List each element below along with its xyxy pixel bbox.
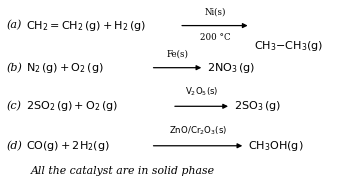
Text: $\mathrm{2SO_3\,(g)}$: $\mathrm{2SO_3\,(g)}$ bbox=[234, 99, 281, 113]
Text: 200 °C: 200 °C bbox=[199, 33, 230, 42]
Text: (a): (a) bbox=[7, 20, 22, 31]
Text: $\mathrm{ZnO/Cr_2O_3(s)}$: $\mathrm{ZnO/Cr_2O_3(s)}$ bbox=[169, 125, 227, 137]
Text: $\mathrm{CH_3OH(g)}$: $\mathrm{CH_3OH(g)}$ bbox=[248, 139, 303, 153]
Text: Ni(s): Ni(s) bbox=[204, 8, 226, 17]
Text: All the catalyst are in solid phase: All the catalyst are in solid phase bbox=[31, 166, 215, 176]
Text: (b): (b) bbox=[7, 63, 22, 73]
Text: $\mathrm{CH_2{=}CH_2\,(g)+H_2\,(g)}$: $\mathrm{CH_2{=}CH_2\,(g)+H_2\,(g)}$ bbox=[26, 19, 146, 33]
Text: (d): (d) bbox=[7, 141, 22, 151]
Text: $\mathrm{2NO_3\,(g)}$: $\mathrm{2NO_3\,(g)}$ bbox=[207, 61, 255, 75]
Text: $\mathrm{V_2O_5(s)}$: $\mathrm{V_2O_5(s)}$ bbox=[185, 85, 218, 98]
Text: $\mathrm{CO(g)+2H_2(g)}$: $\mathrm{CO(g)+2H_2(g)}$ bbox=[26, 139, 110, 153]
Text: $\mathrm{N_2\,(g)+O_2\,(g)}$: $\mathrm{N_2\,(g)+O_2\,(g)}$ bbox=[26, 61, 104, 75]
Text: Fe(s): Fe(s) bbox=[167, 50, 189, 59]
Text: (c): (c) bbox=[7, 101, 21, 111]
Text: $\mathrm{CH_3{-}CH_3(g)}$: $\mathrm{CH_3{-}CH_3(g)}$ bbox=[254, 39, 323, 53]
Text: $\mathrm{2SO_2\,(g)+O_2\,(g)}$: $\mathrm{2SO_2\,(g)+O_2\,(g)}$ bbox=[26, 99, 118, 113]
